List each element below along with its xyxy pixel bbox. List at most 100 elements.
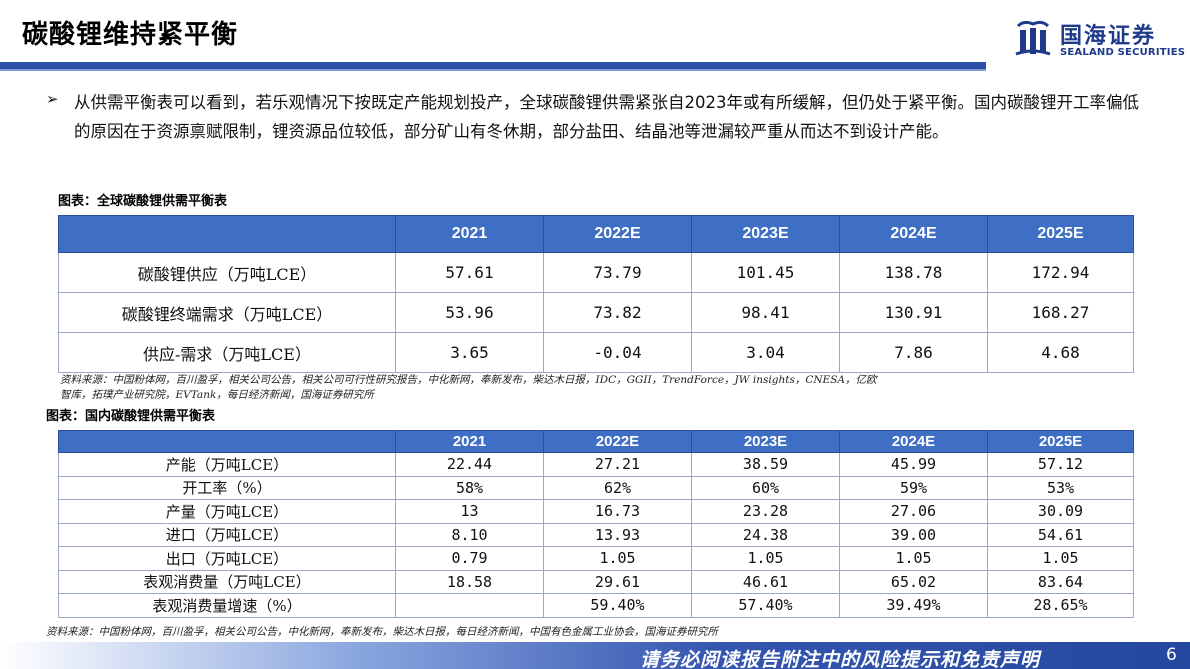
value-cell: 13 (395, 499, 544, 524)
table-row: 产量（万吨LCE） 13 16.73 23.28 27.06 30.09 (58, 499, 1134, 524)
row-label: 表观消费量（万吨LCE） (58, 569, 396, 594)
footer-bar (0, 642, 1190, 669)
value-cell: 13.93 (543, 522, 692, 547)
value-cell: 45.99 (839, 452, 988, 477)
row-label: 进口（万吨LCE） (58, 522, 396, 547)
value-cell: 29.61 (543, 569, 692, 594)
value-cell: 7.86 (839, 332, 988, 373)
value-cell: 54.61 (987, 522, 1134, 547)
row-label: 产量（万吨LCE） (58, 499, 396, 524)
table1-source-line1: 资料来源：中国粉体网，百川盈孚，相关公司公告，相关公司可行性研究报告，中化新网，… (60, 374, 877, 386)
value-cell: 38.59 (691, 452, 840, 477)
header-cell-year: 2025E (987, 430, 1134, 453)
table-row: 出口（万吨LCE） 0.79 1.05 1.05 1.05 1.05 (58, 546, 1134, 571)
logo-text-cn: 国海证券 (1060, 24, 1157, 49)
domestic-balance-table: 2021 2022E 2023E 2024E 2025E 产能（万吨LCE） 22.44 2… (58, 430, 1134, 618)
value-cell: 59.40% (543, 593, 692, 618)
table-row: 供应-需求（万吨LCE） 3.65 -0.04 3.04 7.86 4.68 (58, 332, 1134, 373)
row-label: 开工率（%） (58, 475, 396, 500)
header-cell-year: 2025E (987, 215, 1134, 253)
value-cell: 8.10 (395, 522, 544, 547)
value-cell: 59% (839, 475, 988, 500)
arrow-bullet-icon: ➢ (46, 90, 59, 108)
header-cell-year: 2023E (691, 430, 840, 453)
value-cell: 168.27 (987, 292, 1134, 333)
table1-caption: 图表：全球碳酸锂供需平衡表 (58, 194, 228, 209)
header-divider (0, 62, 986, 69)
value-cell: 130.91 (839, 292, 988, 333)
value-cell: 53.96 (395, 292, 544, 333)
row-label: 表观消费量增速（%） (58, 593, 396, 618)
value-cell: 62% (543, 475, 692, 500)
footer-disclaimer: 请务必阅读报告附注中的风险提示和免责声明 (640, 649, 1041, 669)
table2-caption: 图表：国内碳酸锂供需平衡表 (46, 409, 216, 424)
value-cell: -0.04 (543, 332, 692, 373)
table2-source: 资料来源：中国粉体网，百川盈孚，相关公司公告，中化新网，奉新发布，柴达木日报，每… (46, 626, 718, 638)
header-cell-year: 2021 (395, 430, 544, 453)
table1-source: 资料来源：中国粉体网，百川盈孚，相关公司公告，相关公司可行性研究报告，中化新网，… (60, 373, 877, 403)
company-logo: 国海证券 SEALAND SECURITIES (1014, 18, 1186, 62)
table1-source-line2: 智库，拓璞产业研究院，EVTank，每日经济新闻，国海证券研究所 (60, 389, 374, 401)
global-balance-table: 2021 2022E 2023E 2024E 2025E 碳酸锂供应（万吨LCE） 57.… (58, 215, 1134, 373)
summary-paragraph: 从供需平衡表可以看到，若乐观情况下按既定产能规划投产，全球碳酸锂供需紧张自202… (74, 93, 1139, 141)
value-cell: 138.78 (839, 252, 988, 293)
value-cell: 83.64 (987, 569, 1134, 594)
header-cell-year: 2023E (691, 215, 840, 253)
value-cell: 73.79 (543, 252, 692, 293)
table-row: 表观消费量增速（%） 59.40% 57.40% 39.49% 28.65% (58, 593, 1134, 618)
logo-text-en: SEALAND SECURITIES (1060, 47, 1186, 58)
table-row: 碳酸锂供应（万吨LCE） 57.61 73.79 101.45 138.78 172.94 (58, 252, 1134, 293)
row-label: 供应-需求（万吨LCE） (58, 332, 396, 373)
value-cell: 27.06 (839, 499, 988, 524)
value-cell: 3.04 (691, 332, 840, 373)
table-row: 碳酸锂终端需求（万吨LCE） 53.96 73.82 98.41 130.91 168.2… (58, 292, 1134, 333)
value-cell: 57.61 (395, 252, 544, 293)
value-cell: 1.05 (987, 546, 1134, 571)
value-cell: 73.82 (543, 292, 692, 333)
header-divider-thin (0, 69, 986, 71)
value-cell: 23.28 (691, 499, 840, 524)
table-row: 进口（万吨LCE） 8.10 13.93 24.38 39.00 54.61 (58, 522, 1134, 547)
value-cell: 53% (987, 475, 1134, 500)
header-cell-year: 2022E (543, 215, 692, 253)
value-cell: 65.02 (839, 569, 988, 594)
row-label: 出口（万吨LCE） (58, 546, 396, 571)
header-cell-year: 2021 (395, 215, 544, 253)
slide-title: 碳酸锂维持紧平衡 (22, 20, 239, 50)
table-row: 产能（万吨LCE） 22.44 27.21 38.59 45.99 57.12 (58, 452, 1134, 477)
value-cell: 101.45 (691, 252, 840, 293)
value-cell: 18.58 (395, 569, 544, 594)
table-header-row: 2021 2022E 2023E 2024E 2025E (58, 215, 1134, 253)
value-cell: 16.73 (543, 499, 692, 524)
sealand-logo-icon (1014, 18, 1052, 58)
value-cell: 46.61 (691, 569, 840, 594)
header-cell-year: 2022E (543, 430, 692, 453)
row-label: 碳酸锂供应（万吨LCE） (58, 252, 396, 293)
value-cell: 60% (691, 475, 840, 500)
value-cell: 58% (395, 475, 544, 500)
table-header-row: 2021 2022E 2023E 2024E 2025E (58, 430, 1134, 453)
value-cell: 24.38 (691, 522, 840, 547)
value-cell: 98.41 (691, 292, 840, 333)
value-cell: 30.09 (987, 499, 1134, 524)
value-cell: 3.65 (395, 332, 544, 373)
table-row: 开工率（%） 58% 62% 60% 59% 53% (58, 475, 1134, 500)
header-cell-year: 2024E (839, 215, 988, 253)
header-cell-label (58, 430, 396, 453)
value-cell: 1.05 (691, 546, 840, 571)
value-cell: 39.00 (839, 522, 988, 547)
page-number: 6 (1166, 645, 1177, 665)
header-cell-year: 2024E (839, 430, 988, 453)
row-label: 碳酸锂终端需求（万吨LCE） (58, 292, 396, 333)
value-cell: 27.21 (543, 452, 692, 477)
header-cell-label (58, 215, 396, 253)
table-row: 表观消费量（万吨LCE） 18.58 29.61 46.61 65.02 83.64 (58, 569, 1134, 594)
value-cell: 1.05 (543, 546, 692, 571)
value-cell (395, 593, 544, 618)
value-cell: 57.40% (691, 593, 840, 618)
value-cell: 57.12 (987, 452, 1134, 477)
value-cell: 4.68 (987, 332, 1134, 373)
value-cell: 0.79 (395, 546, 544, 571)
value-cell: 22.44 (395, 452, 544, 477)
value-cell: 39.49% (839, 593, 988, 618)
